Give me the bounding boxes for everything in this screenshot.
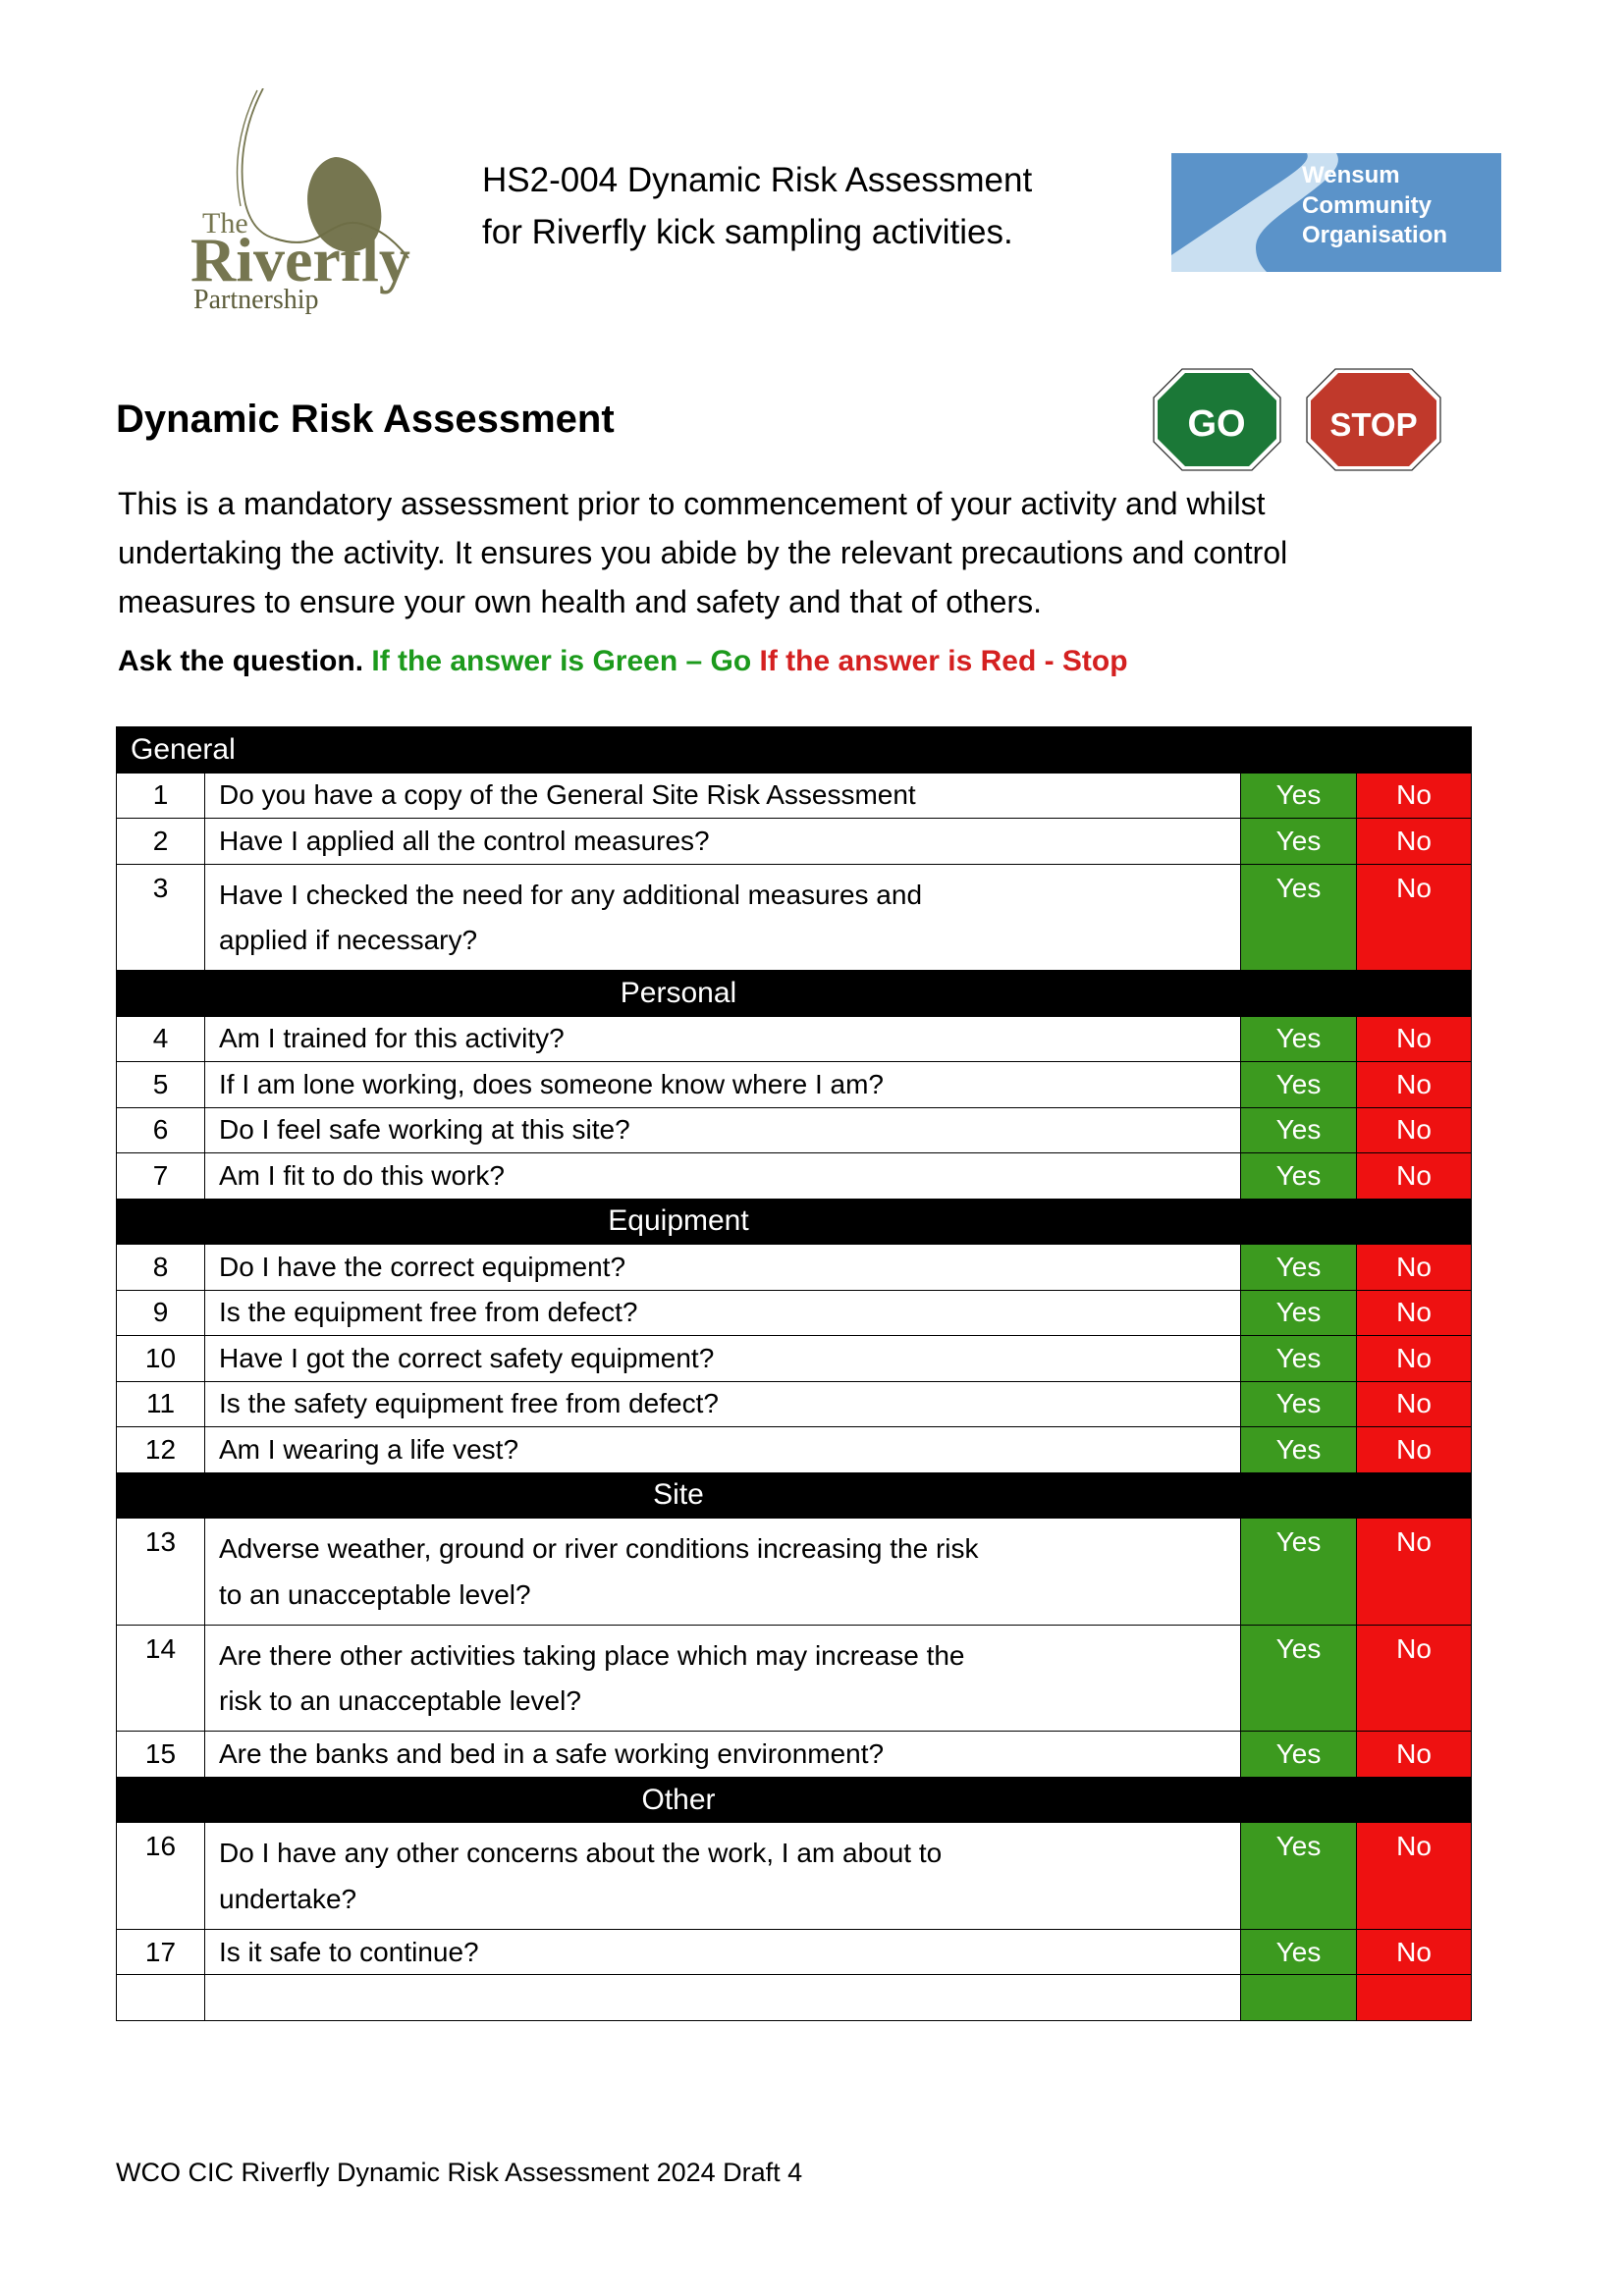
svg-text:STOP: STOP <box>1329 406 1417 443</box>
svg-text:Partnership: Partnership <box>193 285 319 315</box>
svg-text:GO: GO <box>1187 403 1245 445</box>
